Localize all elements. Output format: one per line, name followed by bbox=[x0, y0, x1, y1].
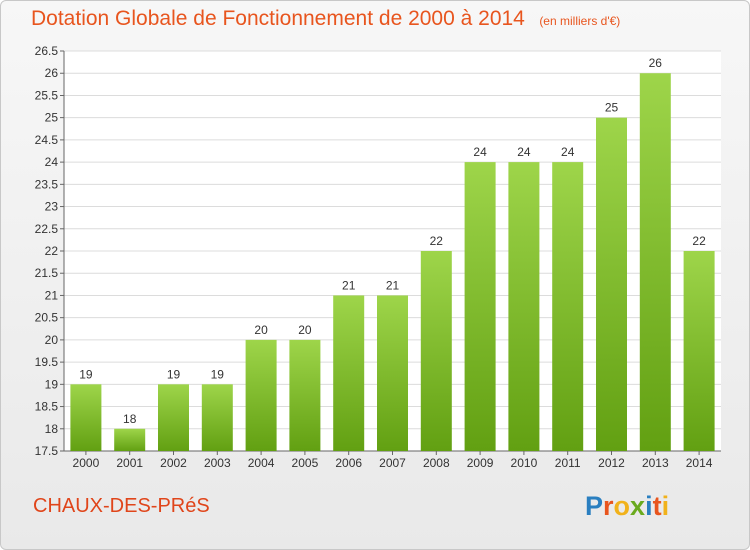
commune-name: CHAUX-DES-PRéS bbox=[33, 495, 210, 517]
x-tick-label: 2000 bbox=[73, 456, 100, 470]
x-tick-label: 2005 bbox=[292, 456, 319, 470]
data-label: 24 bbox=[561, 145, 575, 159]
y-tick-label: 26 bbox=[45, 66, 59, 80]
logo-letter: P bbox=[585, 491, 604, 521]
data-label: 19 bbox=[79, 367, 93, 381]
bar bbox=[289, 339, 321, 451]
y-tick-label: 20.5 bbox=[35, 311, 59, 325]
bar bbox=[596, 117, 627, 452]
y-tick-label: 19.5 bbox=[35, 355, 59, 369]
logo-letter: i bbox=[661, 491, 670, 521]
x-tick-label: 2007 bbox=[379, 456, 406, 470]
y-tick-label: 17.5 bbox=[35, 444, 59, 458]
data-label: 20 bbox=[254, 323, 268, 337]
bar bbox=[70, 384, 102, 451]
x-tick-label: 2003 bbox=[204, 456, 231, 470]
x-tick-label: 2009 bbox=[467, 456, 494, 470]
y-tick-label: 23 bbox=[45, 200, 59, 214]
logo-letter: r bbox=[603, 491, 614, 521]
bar bbox=[639, 73, 671, 451]
bar bbox=[508, 162, 540, 451]
bar bbox=[683, 251, 715, 451]
y-tick-label: 19 bbox=[45, 377, 59, 391]
data-label: 18 bbox=[123, 412, 137, 426]
x-tick-label: 2011 bbox=[555, 456, 581, 470]
bar bbox=[158, 384, 189, 451]
y-tick-label: 21 bbox=[45, 288, 59, 302]
y-tick-label: 18 bbox=[45, 422, 59, 436]
y-tick-label: 24 bbox=[45, 155, 59, 169]
chart-title: Dotation Globale de Fonctionnement de 20… bbox=[31, 7, 525, 30]
y-tick-label: 21.5 bbox=[35, 266, 59, 280]
y-tick-label: 22 bbox=[45, 244, 59, 258]
bar bbox=[552, 162, 584, 451]
x-tick-label: 2013 bbox=[642, 456, 669, 470]
data-label: 21 bbox=[386, 278, 400, 292]
chart-title-block: Dotation Globale de Fonctionnement de 20… bbox=[31, 7, 620, 31]
bar bbox=[464, 162, 496, 451]
data-label: 19 bbox=[167, 367, 181, 381]
data-label: 25 bbox=[605, 101, 619, 115]
x-tick-label: 2014 bbox=[686, 456, 713, 470]
data-label: 24 bbox=[517, 145, 531, 159]
logo-letter: o bbox=[613, 491, 631, 521]
y-tick-label: 20 bbox=[45, 333, 59, 347]
bar bbox=[114, 428, 146, 451]
data-label: 19 bbox=[211, 367, 225, 381]
x-tick-label: 2010 bbox=[511, 456, 538, 470]
x-tick-label: 2004 bbox=[248, 456, 275, 470]
x-tick-label: 2012 bbox=[598, 456, 625, 470]
data-label: 24 bbox=[473, 145, 487, 159]
y-tick-label: 18.5 bbox=[35, 400, 59, 414]
logo-letter: i bbox=[645, 491, 653, 521]
bar bbox=[333, 295, 365, 451]
bar-chart: 17.5 18 18.5 19 19.5 20 20.5 21 21.5 22 22.5 23 23.5… bbox=[35, 44, 721, 470]
y-tick-label: 26.5 bbox=[35, 44, 59, 58]
x-tick-label: 2006 bbox=[335, 456, 362, 470]
x-tick-label: 2008 bbox=[423, 456, 450, 470]
data-label: 22 bbox=[430, 234, 444, 248]
bar bbox=[201, 384, 233, 451]
y-tick-label: 23.5 bbox=[35, 177, 59, 191]
data-label: 26 bbox=[649, 56, 663, 70]
y-tick-label: 22.5 bbox=[35, 222, 59, 236]
y-tick-label: 25.5 bbox=[35, 88, 59, 102]
bar bbox=[377, 295, 408, 451]
x-tick-label: 2002 bbox=[160, 456, 187, 470]
chart-subtitle: (en milliers d'€) bbox=[539, 14, 621, 28]
logo-letter: t bbox=[652, 491, 662, 521]
proxiti-logo: Proxiti bbox=[585, 491, 669, 522]
x-tick-label: 2001 bbox=[116, 456, 143, 470]
bar bbox=[245, 339, 277, 451]
logo-letter: x bbox=[630, 491, 646, 521]
y-tick-label: 25 bbox=[45, 111, 59, 125]
data-label: 20 bbox=[298, 323, 312, 337]
data-label: 21 bbox=[342, 278, 356, 292]
y-tick-label: 24.5 bbox=[35, 133, 59, 147]
data-label: 22 bbox=[692, 234, 706, 248]
bar bbox=[420, 251, 452, 451]
